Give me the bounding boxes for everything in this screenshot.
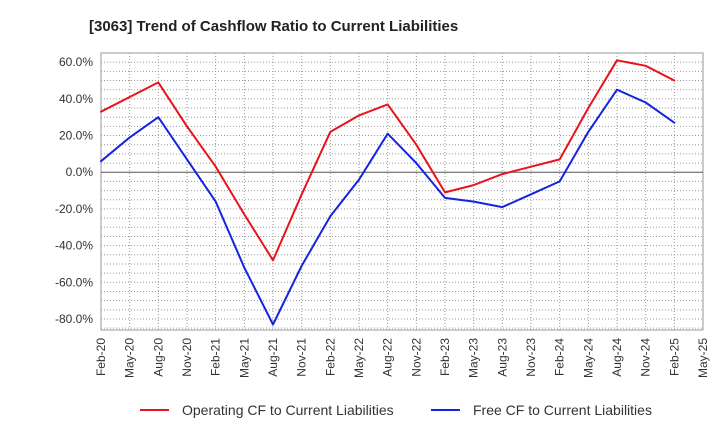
x-tick-label: Nov-21 — [295, 338, 309, 377]
y-tick-label: -20.0% — [55, 202, 93, 216]
operating-cf-line — [100, 59, 676, 262]
legend-entry: Operating CF to Current Liabilities — [182, 402, 394, 418]
x-tick-label: Nov-22 — [409, 338, 423, 377]
y-tick-label: 60.0% — [59, 55, 93, 69]
x-tick-label: Aug-20 — [151, 338, 165, 377]
x-tick-label: May-21 — [237, 338, 251, 378]
x-tick-label: Aug-21 — [266, 338, 280, 377]
x-tick-label: Feb-23 — [438, 338, 452, 376]
y-tick-label: -80.0% — [55, 312, 93, 326]
y-tick-label: -60.0% — [55, 275, 93, 289]
x-tick-label: Feb-21 — [209, 338, 223, 376]
chart-title: [3063] Trend of Cashflow Ratio to Curren… — [89, 18, 458, 35]
legend: Operating CF to Current Liabilities Free … — [140, 402, 652, 418]
grid-layer — [100, 52, 704, 331]
x-tick-label: May-20 — [123, 338, 137, 378]
x-tick-label: Feb-25 — [667, 338, 681, 376]
x-tick-label: Aug-22 — [381, 338, 395, 377]
y-tick-label: 20.0% — [59, 129, 93, 143]
x-tick-label: Feb-22 — [323, 338, 337, 376]
x-tick-label: May-24 — [581, 338, 595, 378]
x-tick-label: May-23 — [467, 338, 481, 378]
x-tick-label: Aug-24 — [610, 338, 624, 377]
y-tick-label: 40.0% — [59, 92, 93, 106]
x-tick-label: Nov-23 — [524, 338, 538, 377]
x-tick-label: Nov-24 — [639, 338, 653, 377]
series-layer — [100, 59, 676, 326]
x-tick-label: Feb-20 — [94, 338, 108, 376]
y-tick-label: -40.0% — [55, 239, 93, 253]
x-tick-label: Aug-23 — [495, 338, 509, 377]
x-tick-label: Nov-20 — [180, 338, 194, 377]
axis-layer: 60.0% 40.0% 20.0% 0.0% -20.0% -40.0% -60.0% -80… — [55, 55, 710, 378]
y-tick-label: 0.0% — [66, 165, 94, 179]
x-tick-label: Feb-24 — [553, 338, 567, 376]
free-cf-line — [100, 88, 676, 326]
legend-entry: Free CF to Current Liabilities — [473, 402, 652, 418]
x-tick-label: May-22 — [352, 338, 366, 378]
x-tick-label: May-25 — [696, 338, 710, 378]
